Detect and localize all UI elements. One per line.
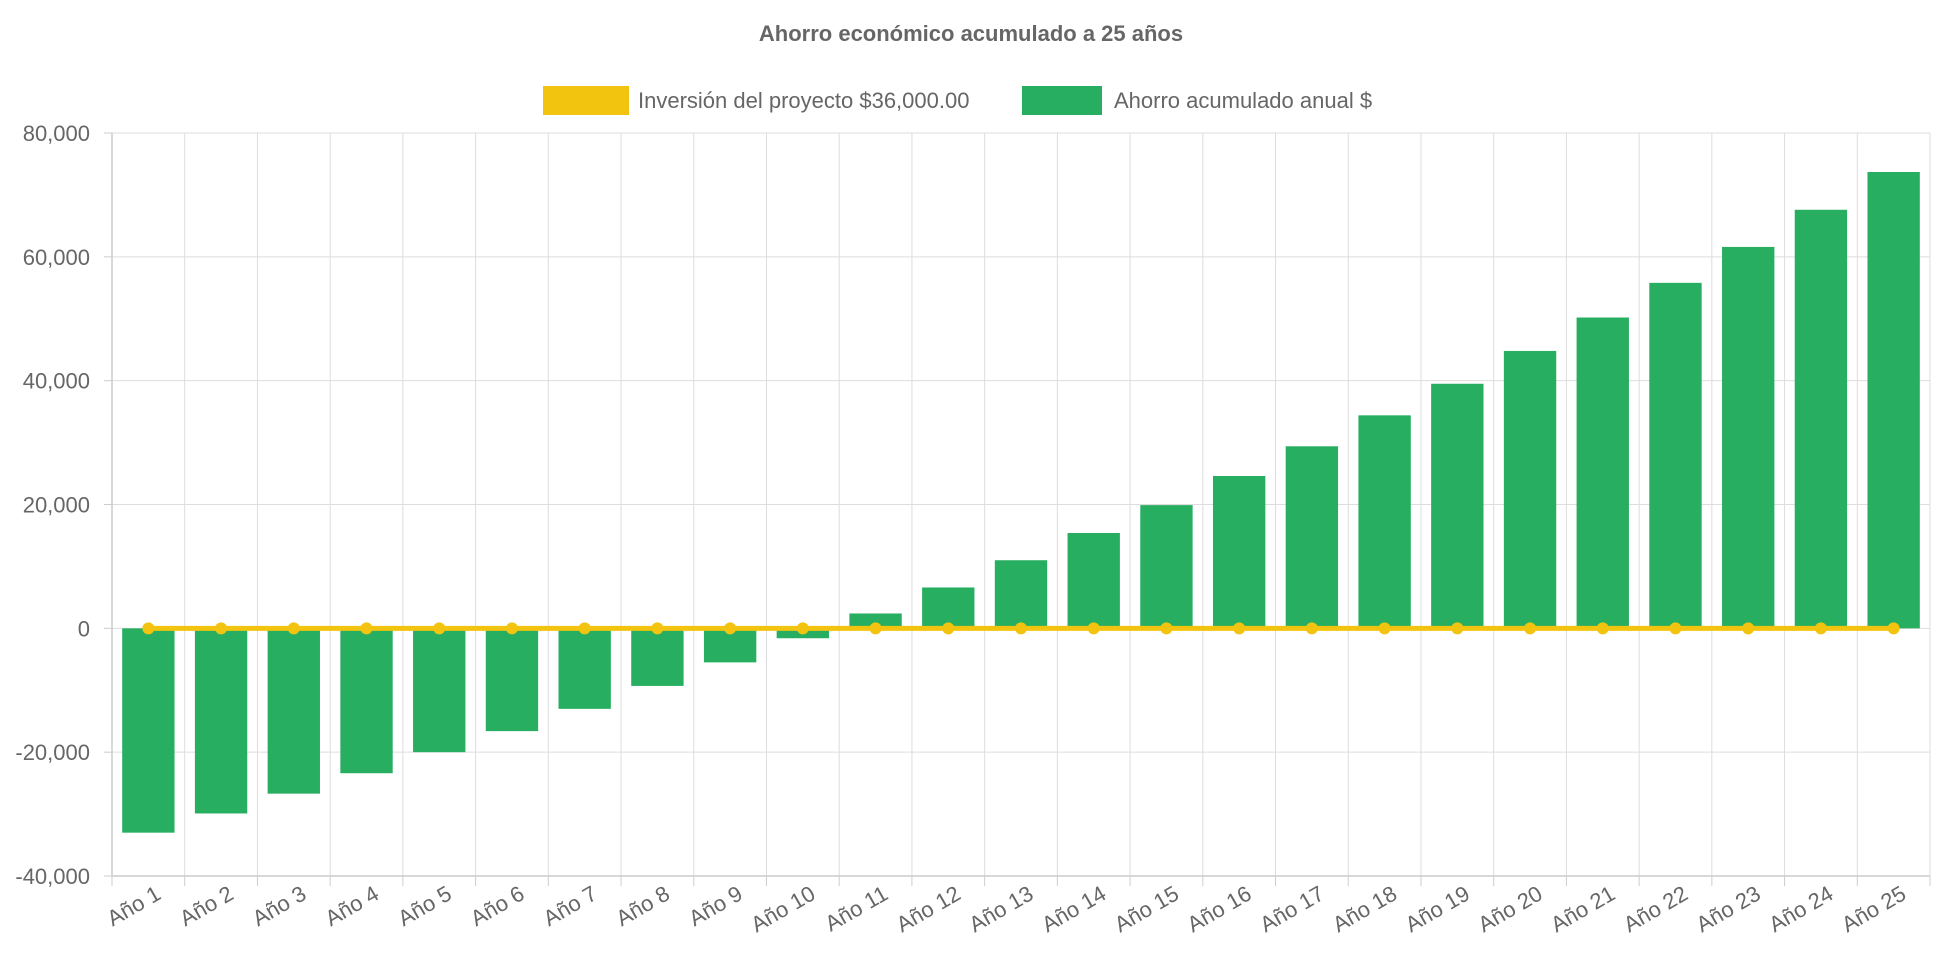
legend-item-investment[interactable]: Inversión del proyecto $36,000.00 [543, 86, 969, 115]
y-tick-label: -20,000 [15, 740, 90, 765]
investment-point-19 [1451, 622, 1464, 635]
investment-point-4 [360, 622, 373, 635]
y-tick-label: 20,000 [23, 493, 90, 518]
investment-point-15 [1160, 622, 1173, 635]
x-tick-label: Año 1 [103, 881, 165, 931]
chart-title: Ahorro económico acumulado a 25 años [759, 21, 1183, 46]
bar-series-savings [122, 172, 1920, 833]
x-tick-label: Año 9 [684, 881, 746, 931]
y-axis: 80,000 60,000 40,000 20,000 0 -20,000 -40,000 [15, 121, 113, 889]
x-tick-label: Año 18 [1328, 881, 1401, 938]
legend: Inversión del proyecto $36,000.00 Ahorro… [543, 86, 1372, 115]
y-tick-label: 0 [78, 616, 90, 641]
bar-11 [849, 613, 902, 629]
investment-point-2 [215, 622, 228, 635]
investment-point-25 [1887, 622, 1900, 635]
bar-23 [1722, 246, 1775, 629]
bar-15 [1140, 505, 1193, 629]
grid [111, 132, 1931, 877]
x-tick-label: Año 19 [1401, 881, 1474, 938]
x-tick-label: Año 15 [1110, 881, 1183, 938]
legend-label-investment: Inversión del proyecto $36,000.00 [638, 88, 969, 113]
investment-point-5 [433, 622, 446, 635]
investment-point-12 [942, 622, 955, 635]
bar-24 [1794, 209, 1848, 629]
x-tick-label: Año 10 [746, 881, 819, 938]
bar-4 [340, 628, 393, 774]
investment-point-10 [796, 622, 809, 635]
x-tick-label: Año 21 [1546, 881, 1619, 938]
x-tick-label: Año 5 [393, 881, 455, 931]
x-tick-label: Año 23 [1692, 881, 1765, 938]
x-tick-label: Año 4 [321, 881, 383, 931]
bar-13 [994, 560, 1048, 629]
x-tick-label: Año 20 [1474, 881, 1547, 938]
bar-20 [1503, 350, 1557, 629]
investment-point-9 [724, 622, 737, 635]
y-tick-label: 40,000 [23, 369, 90, 394]
investment-point-6 [505, 622, 518, 635]
x-tick-label: Año 12 [892, 881, 965, 938]
x-tick-label: Año 22 [1619, 881, 1692, 938]
bar-7 [558, 628, 611, 709]
bar-6 [485, 628, 539, 732]
investment-point-23 [1742, 622, 1755, 635]
bar-2 [194, 628, 248, 814]
investment-point-20 [1524, 622, 1537, 635]
x-tick-label: Año 16 [1183, 881, 1256, 938]
x-tick-label: Año 17 [1255, 881, 1328, 938]
investment-point-3 [287, 622, 300, 635]
legend-swatch-investment [543, 86, 629, 115]
bar-21 [1576, 317, 1629, 629]
bar-14 [1067, 532, 1120, 629]
bar-19 [1431, 383, 1484, 629]
x-tick-label: Año 8 [612, 881, 674, 931]
investment-point-24 [1814, 622, 1827, 635]
x-tick-label: Año 13 [965, 881, 1038, 938]
line-series-investment [142, 622, 1900, 635]
x-tick-label: Año 2 [175, 881, 237, 931]
investment-point-11 [869, 622, 882, 635]
investment-point-21 [1596, 622, 1609, 635]
x-tick-label: Año 14 [1037, 881, 1110, 938]
bar-8 [631, 628, 684, 686]
investment-point-1 [142, 622, 155, 635]
x-tick-label: Año 24 [1765, 881, 1838, 938]
bar-25 [1867, 172, 1920, 629]
bar-18 [1358, 415, 1411, 629]
investment-point-8 [651, 622, 664, 635]
investment-point-18 [1378, 622, 1391, 635]
bar-22 [1649, 282, 1702, 629]
x-tick-label: Año 11 [821, 881, 892, 937]
legend-label-savings: Ahorro acumulado anual $ [1114, 88, 1372, 113]
x-tick-label: Año 7 [539, 881, 601, 931]
bar-16 [1212, 476, 1266, 629]
bar-1 [122, 628, 175, 833]
investment-point-13 [1015, 622, 1027, 635]
x-axis: Año 1 Año 2 Año 3 Año 4 Año 5 Año 6 Año 7 Año 8… [103, 875, 1931, 938]
legend-swatch-savings [1022, 86, 1102, 115]
legend-item-savings[interactable]: Ahorro acumulado anual $ [1022, 86, 1372, 115]
x-tick-label: Año 25 [1837, 881, 1910, 938]
y-tick-label: 80,000 [23, 121, 90, 146]
investment-point-17 [1305, 622, 1318, 635]
bar-3 [267, 628, 320, 794]
y-tick-label: -40,000 [15, 864, 90, 889]
y-tick-label: 60,000 [23, 245, 90, 270]
investment-point-16 [1233, 622, 1246, 635]
investment-point-7 [578, 622, 591, 635]
bar-5 [413, 628, 466, 753]
bar-17 [1285, 446, 1339, 629]
x-tick-label: Año 6 [466, 881, 528, 931]
bar-12 [922, 587, 975, 629]
investment-point-22 [1669, 622, 1682, 635]
investment-point-14 [1087, 622, 1100, 635]
x-tick-label: Año 3 [248, 881, 310, 931]
